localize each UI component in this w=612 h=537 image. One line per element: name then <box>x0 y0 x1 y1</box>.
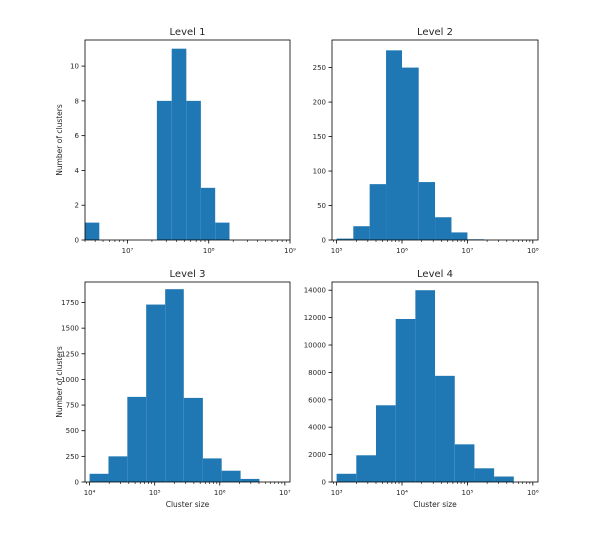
histogram-bar <box>156 100 172 240</box>
histogram-bar <box>89 473 109 482</box>
histogram-bar <box>165 289 184 482</box>
y-tick-label: 8 <box>75 97 79 105</box>
histogram-bar <box>395 318 416 482</box>
x-tick-label: 10⁷ <box>279 489 291 497</box>
histogram-bar <box>415 290 436 482</box>
x-tick-label: 10⁶ <box>214 489 226 497</box>
axes-frame <box>331 281 539 483</box>
y-tick-label: 10000 <box>304 342 326 350</box>
axes-frame <box>84 281 291 483</box>
histogram-bar <box>127 396 147 482</box>
histogram-bar <box>369 184 387 240</box>
y-tick-label: 500 <box>66 427 79 435</box>
x-tick-label: 10⁸ <box>527 247 539 255</box>
histogram-bar <box>375 405 396 482</box>
histogram-bar <box>171 48 187 241</box>
x-tick-label: 10³ <box>331 489 343 497</box>
y-axis-label: Number of clusters <box>55 346 64 418</box>
subplot-title: Level 1 <box>170 27 206 38</box>
subplot-title: Level 2 <box>417 27 453 38</box>
histogram-bar <box>183 397 203 482</box>
histogram-bar <box>108 456 128 482</box>
histogram-bar <box>221 470 241 482</box>
x-tick-label: 10⁵ <box>462 489 474 497</box>
x-tick-label: 10⁵ <box>149 489 161 497</box>
x-tick-label: 10⁴ <box>396 489 408 497</box>
x-tick-label: 10⁶ <box>396 247 408 255</box>
histogram-bar <box>202 458 222 482</box>
histogram-bar <box>454 444 475 482</box>
x-tick-label: 10⁷ <box>462 247 474 255</box>
y-tick-label: 4000 <box>308 424 326 432</box>
y-tick-label: 0 <box>322 479 326 487</box>
histogram-bar <box>85 222 100 240</box>
y-tick-label: 750 <box>66 402 79 410</box>
subplot-level-4: 0 2000 4000 6000 8000 10000 12000 14000 10³ 10⁴ 10… <box>304 269 539 509</box>
x-axis-label: Cluster size <box>166 500 210 509</box>
histogram-bar <box>356 455 376 482</box>
y-tick-label: 2 <box>75 202 79 210</box>
y-tick-label: 6000 <box>308 396 326 404</box>
x-tick-label: 10⁹ <box>284 247 296 255</box>
x-tick-label: 10⁷ <box>122 247 134 255</box>
y-tick-label: 50 <box>317 202 326 210</box>
y-tick-label: 14000 <box>304 287 326 295</box>
y-tick-label: 0 <box>75 479 79 487</box>
y-tick-label: 250 <box>66 453 79 461</box>
y-axis-label: Number of clusters <box>55 104 64 176</box>
histogram-bar <box>435 375 455 482</box>
histogram-bar <box>146 304 166 482</box>
histogram-bar <box>336 473 357 482</box>
axes-frame <box>84 39 291 241</box>
x-tick-label: 10⁵ <box>331 247 343 255</box>
y-tick-label: 2000 <box>308 451 326 459</box>
histogram-bar <box>215 222 230 240</box>
y-tick-label: 1750 <box>61 299 79 307</box>
x-tick-label: 10⁸ <box>203 247 215 255</box>
y-tick-label: 200 <box>313 99 326 107</box>
y-tick-label: 0 <box>75 237 79 245</box>
y-tick-label: 150 <box>313 133 326 141</box>
y-tick-label: 1250 <box>61 350 79 358</box>
y-tick-label: 12000 <box>304 314 326 322</box>
y-tick-label: 8000 <box>308 369 326 377</box>
histogram-bar <box>435 217 452 240</box>
subplot-title: Level 3 <box>170 269 206 280</box>
subplot-level-2: 0 50 100 150 200 250 10⁵ 10⁶ 10⁷ 10⁸ Level 2 <box>313 27 539 255</box>
histogram-bar <box>451 232 468 240</box>
axes-frame <box>331 39 539 241</box>
y-tick-label: 0 <box>322 237 326 245</box>
x-tick-label: 10⁴ <box>84 489 96 497</box>
subplot-title: Level 4 <box>417 269 453 280</box>
histogram-bar <box>494 476 514 482</box>
y-tick-label: 6 <box>75 132 80 140</box>
y-tick-label: 1000 <box>61 376 79 384</box>
y-tick-label: 250 <box>313 64 326 72</box>
y-tick-label: 100 <box>313 168 326 176</box>
subplot-level-3: 0 250 500 750 1000 1250 1500 1750 10⁴ 10⁵ 10⁶ 10⁷ Le… <box>55 269 291 509</box>
histogram-bar <box>386 50 403 241</box>
x-axis-label: Cluster size <box>413 500 457 509</box>
histogram-bar <box>240 478 260 482</box>
histogram-bar <box>336 238 354 240</box>
subplot-level-1: 0 2 4 6 8 10 10⁷ 10⁸ 10⁹ Level 1 Number of cluster… <box>55 27 296 255</box>
y-tick-label: 4 <box>75 167 80 175</box>
histogram-bar <box>418 182 436 240</box>
x-tick-label: 10⁶ <box>527 489 539 497</box>
y-tick-label: 10 <box>70 63 79 71</box>
histogram-bar <box>200 187 216 240</box>
y-tick-label: 1500 <box>61 325 79 333</box>
histogram-bar <box>186 100 201 240</box>
histogram-bar <box>353 226 370 240</box>
histogram-bar <box>402 67 419 240</box>
histogram-bar <box>474 468 495 482</box>
